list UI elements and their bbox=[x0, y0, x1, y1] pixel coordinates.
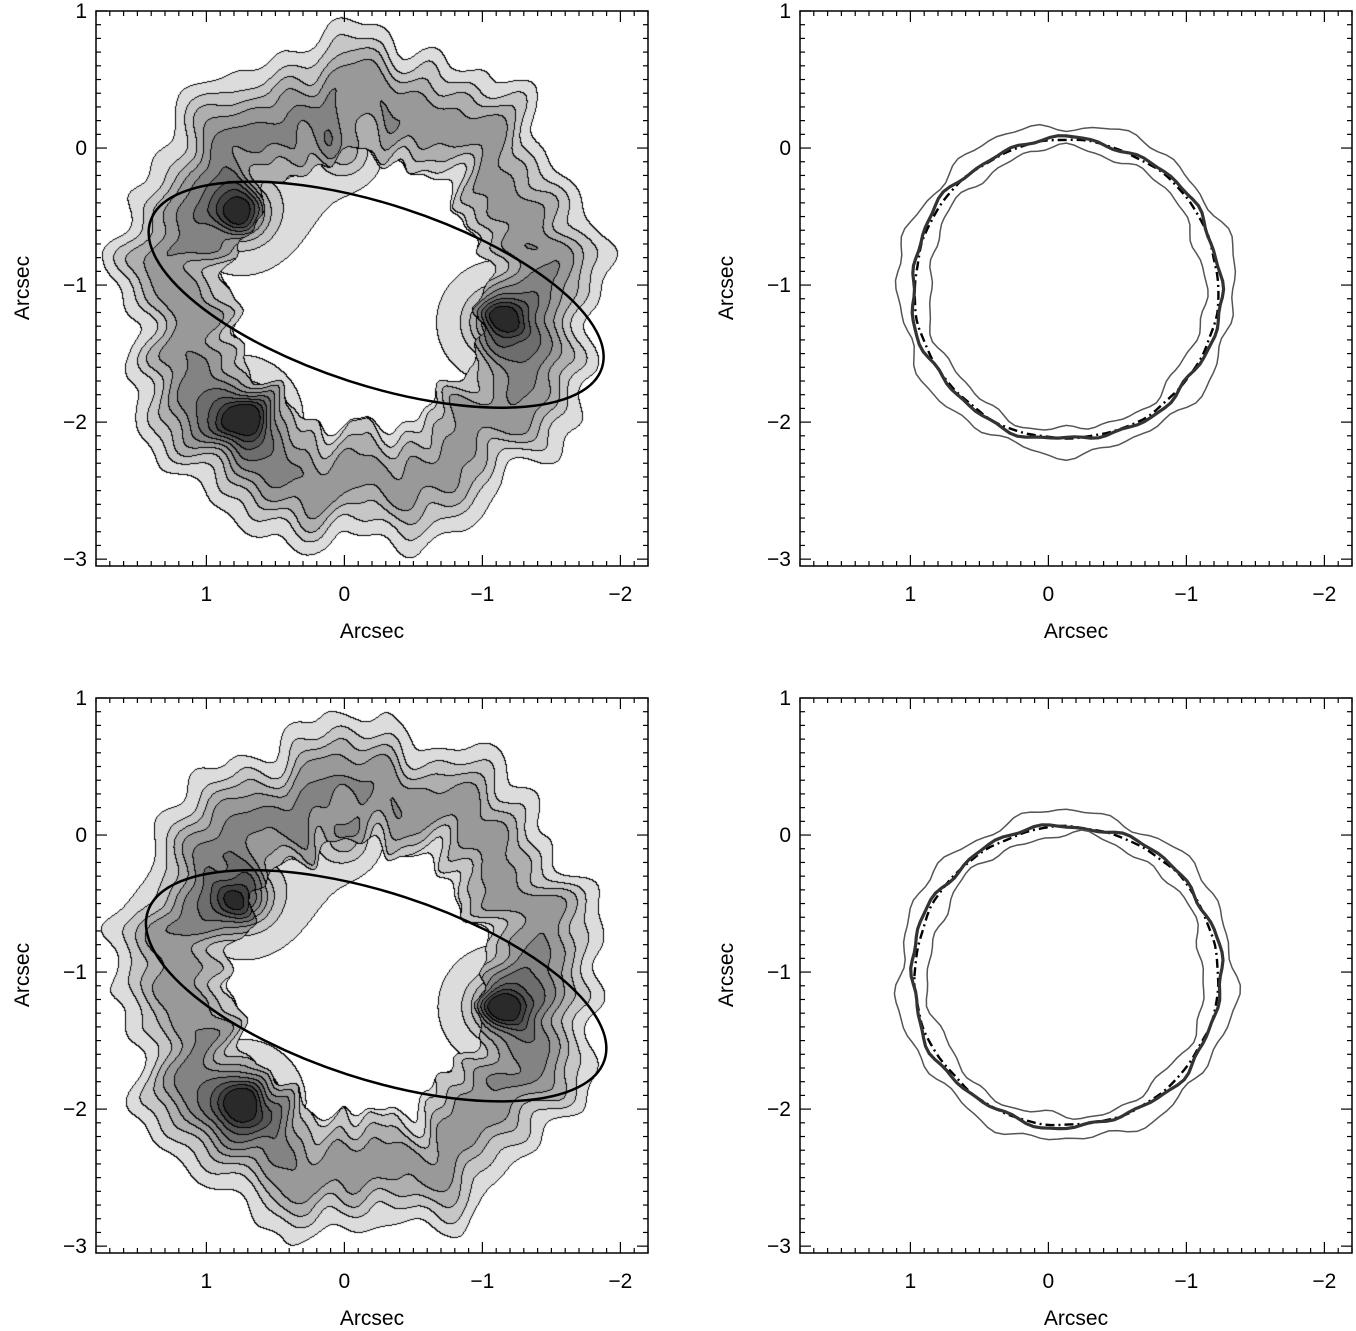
x-tick-label: 0 bbox=[1043, 583, 1055, 606]
x-tick-label: 0 bbox=[1043, 1270, 1055, 1293]
x-axis-label: Arcsec bbox=[340, 1307, 404, 1330]
y-axis-label: Arcsec bbox=[715, 943, 738, 1007]
y-axis-label: Arcsec bbox=[11, 256, 34, 320]
plot-frame bbox=[799, 697, 1353, 1254]
ring-line-dash-dot bbox=[913, 824, 1220, 1127]
contour-image bbox=[96, 698, 648, 1253]
y-tick-label: −2 bbox=[63, 411, 87, 434]
y-tick-label: −3 bbox=[63, 548, 87, 571]
y-tick-label: −1 bbox=[767, 274, 791, 297]
x-tick-labels: 1 0 −1 −2 bbox=[201, 583, 633, 606]
model-ellipse bbox=[144, 868, 608, 1103]
x-axis-label: Arcsec bbox=[340, 620, 404, 643]
axis-ticks bbox=[95, 10, 649, 566]
y-tick-label: −2 bbox=[63, 1098, 87, 1121]
x-tick-label: 1 bbox=[201, 583, 213, 606]
panel-top-left: 1 0 −1 −2 1 0 −1 −2 −3 Arcsec Arcsec bbox=[11, 0, 649, 643]
y-tick-label: −1 bbox=[63, 274, 87, 297]
ring-outlines bbox=[894, 123, 1237, 462]
x-tick-label: −2 bbox=[608, 1270, 632, 1293]
panel-bottom-right: 1 0 −1 −2 1 0 −1 −2 −3 Arcsec Arcsec bbox=[715, 687, 1353, 1330]
y-tick-label: −2 bbox=[767, 411, 791, 434]
y-tick-label: 0 bbox=[75, 137, 87, 160]
y-axis-label: Arcsec bbox=[11, 943, 34, 1007]
y-axis-label: Arcsec bbox=[715, 256, 738, 320]
y-tick-label: 0 bbox=[779, 824, 791, 847]
x-tick-label: −1 bbox=[470, 583, 494, 606]
axis-ticks bbox=[799, 697, 1353, 1253]
y-tick-label: 1 bbox=[75, 0, 87, 23]
ring-line-thick bbox=[910, 134, 1226, 440]
x-tick-labels: 1 0 −1 −2 bbox=[905, 1270, 1337, 1293]
x-tick-label: 0 bbox=[339, 583, 351, 606]
x-tick-labels: 1 0 −1 −2 bbox=[905, 583, 1337, 606]
ring-line-thin bbox=[928, 142, 1209, 431]
x-tick-label: 1 bbox=[905, 1270, 917, 1293]
plot-frame bbox=[799, 10, 1353, 567]
y-tick-label: −3 bbox=[63, 1235, 87, 1258]
y-tick-labels: 1 0 −1 −2 −3 bbox=[767, 0, 791, 571]
x-tick-label: 1 bbox=[905, 583, 917, 606]
y-tick-label: 0 bbox=[779, 137, 791, 160]
x-tick-label: −2 bbox=[608, 583, 632, 606]
model-ellipse bbox=[147, 180, 605, 409]
ring-line-dash-dot bbox=[913, 138, 1220, 440]
contour-map bbox=[96, 698, 648, 1253]
x-tick-label: 0 bbox=[339, 1270, 351, 1293]
ring-line-thin bbox=[925, 829, 1205, 1121]
x-tick-label: −1 bbox=[1174, 1270, 1198, 1293]
y-tick-label: 1 bbox=[779, 687, 791, 710]
ring-line-thin bbox=[894, 123, 1237, 462]
contour-map bbox=[96, 11, 648, 566]
ring-line-thin bbox=[893, 808, 1242, 1141]
y-tick-label: −2 bbox=[767, 1098, 791, 1121]
x-axis-label: Arcsec bbox=[1044, 620, 1108, 643]
x-tick-label: −2 bbox=[1312, 1270, 1336, 1293]
ring-outlines bbox=[893, 808, 1242, 1141]
y-tick-label: 0 bbox=[75, 824, 87, 847]
y-tick-label: −1 bbox=[767, 961, 791, 984]
x-tick-label: −1 bbox=[470, 1270, 494, 1293]
panel-top-right: 1 0 −1 −2 1 0 −1 −2 −3 Arcsec Arcsec bbox=[715, 0, 1353, 643]
y-tick-label: 1 bbox=[75, 687, 87, 710]
y-tick-labels: 1 0 −1 −2 −3 bbox=[63, 0, 87, 571]
x-tick-label: −1 bbox=[1174, 583, 1198, 606]
y-tick-label: −3 bbox=[767, 1235, 791, 1258]
y-tick-labels: 1 0 −1 −2 −3 bbox=[63, 687, 87, 1258]
y-tick-label: 1 bbox=[779, 0, 791, 23]
x-tick-labels: 1 0 −1 −2 bbox=[201, 1270, 633, 1293]
y-tick-label: −1 bbox=[63, 961, 87, 984]
ring-line-thick bbox=[909, 823, 1225, 1131]
axis-ticks bbox=[799, 10, 1353, 566]
axis-ticks bbox=[95, 697, 649, 1253]
panel-bottom-left: 1 0 −1 −2 1 0 −1 −2 −3 Arcsec Arcsec bbox=[11, 687, 649, 1330]
x-axis-label: Arcsec bbox=[1044, 1307, 1108, 1330]
x-tick-label: 1 bbox=[201, 1270, 213, 1293]
contour-image bbox=[96, 11, 648, 566]
y-tick-label: −3 bbox=[767, 548, 791, 571]
y-tick-labels: 1 0 −1 −2 −3 bbox=[767, 687, 791, 1258]
x-tick-label: −2 bbox=[1312, 583, 1336, 606]
